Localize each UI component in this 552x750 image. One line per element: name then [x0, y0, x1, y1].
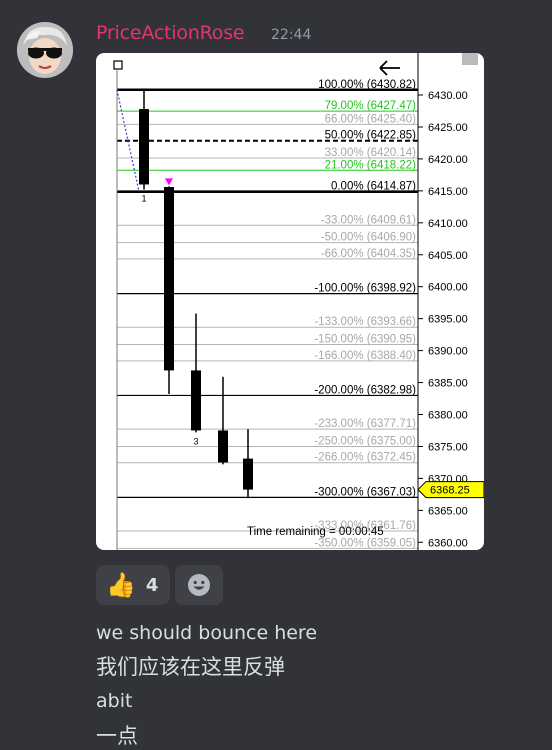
- candle-body: [218, 430, 228, 463]
- signal-marker-icon: [165, 178, 173, 186]
- back-arrow-icon: [379, 60, 400, 76]
- message-text: abit: [96, 690, 133, 712]
- price-axis-tick-label: 6410.00: [428, 218, 468, 230]
- bar-number-label: 3: [193, 436, 198, 446]
- fib-level-label: -33.00% (6409.61): [321, 214, 416, 226]
- message-text: 一点: [96, 724, 138, 748]
- fib-anchor-connector: [116, 89, 140, 192]
- candles: [139, 89, 253, 499]
- fib-level-label: 0.00% (6414.87): [331, 181, 416, 193]
- price-axis-tick-label: 6395.00: [428, 314, 468, 326]
- user-avatar[interactable]: [17, 22, 73, 78]
- fib-level-label: -200.00% (6382.98): [314, 384, 416, 396]
- fib-level-label: 66.00% (6425.40): [325, 113, 417, 125]
- candle-body: [139, 109, 149, 185]
- fib-level-label: -66.00% (6404.35): [321, 248, 416, 260]
- price-axis: 6430.00 6425.00 6420.00 6415.00 6410.00 6405.…: [417, 53, 468, 550]
- add-reaction-button[interactable]: [175, 565, 223, 605]
- message-text: we should bounce here: [96, 622, 318, 644]
- fib-level-label: -133.00% (6393.66): [314, 316, 416, 328]
- fib-level-label: -100.00% (6398.92): [314, 283, 416, 295]
- price-axis-tick-label: 6425.00: [428, 122, 468, 134]
- thumbs-up-icon: 👍: [106, 571, 136, 599]
- price-axis-tick-label: 6375.00: [428, 441, 468, 453]
- fib-level-label: -233.00% (6377.71): [314, 418, 416, 430]
- fib-level-labels: 100.00% (6430.82) 79.00% (6427.47)66.00% …: [314, 79, 416, 550]
- fib-level-label: -50.00% (6406.90): [321, 232, 416, 244]
- price-axis-tick-label: 6390.00: [428, 346, 468, 358]
- fib-level-label: -250.00% (6375.00): [314, 435, 416, 447]
- fib-level-label: -266.00% (6372.45): [314, 452, 416, 464]
- price-axis-tick-label: 6360.00: [428, 537, 468, 549]
- price-axis-tick-label: 6380.00: [428, 410, 468, 422]
- reaction-count: 4: [145, 574, 159, 596]
- reaction-thumbs-up[interactable]: 👍 4: [96, 565, 170, 605]
- fib-level-label: -300.00% (6367.03): [314, 486, 416, 498]
- fib-anchor-handle: [113, 60, 123, 70]
- fib-level-label: 50.00% (6422.85): [325, 130, 417, 142]
- sunglasses-avatar-icon: [17, 22, 73, 78]
- chart-corner-tab: [462, 53, 478, 65]
- price-axis-tick-label: 6385.00: [428, 378, 468, 390]
- price-axis-tick-label: 6430.00: [428, 90, 468, 102]
- message-text: 我们应该在这里反弹: [96, 655, 285, 679]
- fib-level-label: 33.00% (6420.14): [325, 147, 417, 159]
- chart-decorations: [113, 53, 478, 550]
- bar-number-label: 1: [141, 194, 146, 204]
- message-timestamp[interactable]: 22:44: [271, 27, 312, 43]
- candle-body: [164, 187, 174, 371]
- candlestick-chart: 100.00% (6430.82) 79.00% (6427.47)66.00% …: [113, 53, 484, 550]
- fib-level-label: -150.00% (6390.95): [314, 334, 416, 346]
- chart-overlays: 1 3 6368.25 Time remaining = 00:00:45: [141, 178, 484, 538]
- candle-body: [243, 458, 253, 490]
- fib-level-label: -166.00% (6388.40): [314, 350, 416, 362]
- price-axis-tick-label: 6400.00: [428, 282, 468, 294]
- price-axis-tick-label: 6420.00: [428, 154, 468, 166]
- fib-level-label: 21.00% (6418.22): [325, 159, 417, 171]
- price-axis-tick-label: 6415.00: [428, 186, 468, 198]
- username[interactable]: PriceActionRose: [96, 22, 245, 44]
- current-price-label: 6368.25: [430, 485, 470, 497]
- price-axis-tick-label: 6365.00: [428, 505, 468, 517]
- candle-body: [191, 370, 201, 431]
- current-price-flag: [417, 481, 484, 499]
- smiley-face-icon: [188, 574, 210, 596]
- fib-level-label: 79.00% (6427.47): [325, 100, 417, 112]
- fib-level-label: -333.00% (6361.76): [314, 520, 416, 532]
- fib-level-label: -350.00% (6359.05): [314, 537, 416, 549]
- time-remaining-label: Time remaining = 00:00:45: [247, 526, 384, 538]
- fib-level-label: 100.00% (6430.82): [318, 79, 416, 91]
- chart-image-attachment[interactable]: 100.00% (6430.82) 79.00% (6427.47) 66.00% …: [96, 53, 484, 550]
- price-axis-tick-label: 6405.00: [428, 250, 468, 262]
